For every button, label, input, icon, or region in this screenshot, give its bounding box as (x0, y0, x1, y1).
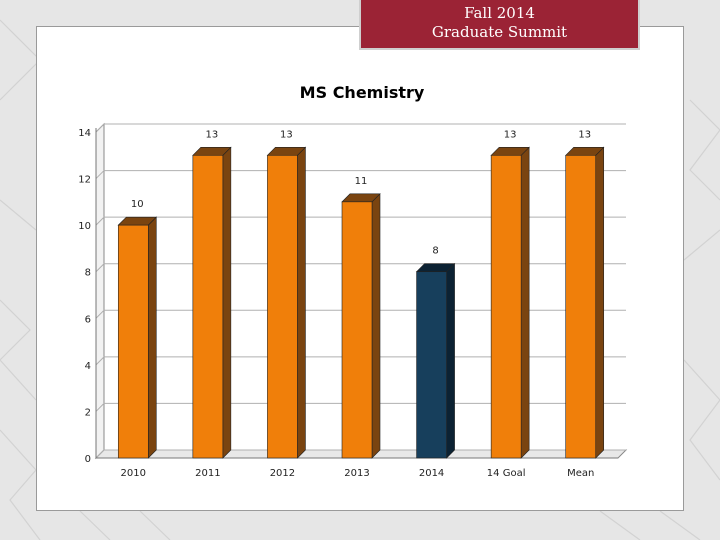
y-tick-label: 6 (85, 314, 91, 325)
x-tick-label: 2010 (121, 468, 146, 479)
x-tick-label: 2012 (270, 468, 295, 479)
data-label: 10 (131, 199, 144, 210)
y-tick-label: 10 (78, 221, 91, 232)
bar-side (297, 146, 306, 459)
gridline (95, 170, 626, 179)
bar-2012 (267, 154, 298, 459)
y-tick-label: 8 (85, 268, 91, 279)
banner-line-1: Fall 2014 (464, 4, 535, 22)
y-tick-label: 14 (78, 128, 91, 139)
data-label: 13 (205, 129, 218, 140)
chart-title: MS Chemistry (300, 83, 425, 102)
x-tick-label: 2013 (344, 468, 369, 479)
bar-side (446, 262, 455, 459)
bar-2011 (192, 154, 224, 459)
y-tick-label: 2 (85, 407, 91, 418)
y-tick-label: 4 (85, 361, 91, 372)
bar-2014 (416, 271, 447, 459)
bar-14-goal (490, 154, 522, 459)
data-label: 13 (280, 129, 293, 140)
data-label: 11 (355, 176, 368, 187)
gridline (95, 216, 626, 226)
banner-line-2: Graduate Summit (431, 23, 568, 41)
bar-side (371, 193, 381, 459)
bar-2013 (341, 201, 373, 459)
data-label: 13 (578, 129, 591, 140)
bar-side (222, 146, 232, 459)
bar-side (520, 146, 530, 459)
x-tick-label: 2014 (419, 468, 444, 479)
bar-2010 (117, 224, 149, 459)
event-banner: Fall 2014 Graduate Summit (359, 0, 640, 50)
bar-side (147, 216, 157, 459)
data-label: 13 (504, 129, 517, 140)
y-tick-label: 0 (85, 454, 91, 465)
bar-mean (565, 154, 597, 459)
x-tick-label: Mean (567, 468, 594, 479)
bar-side (595, 146, 605, 459)
x-tick-label: 2011 (195, 468, 220, 479)
x-tick-label: 14 Goal (487, 468, 526, 479)
data-label: 8 (432, 246, 438, 257)
gridline (95, 123, 626, 133)
y-tick-label: 12 (78, 175, 91, 186)
